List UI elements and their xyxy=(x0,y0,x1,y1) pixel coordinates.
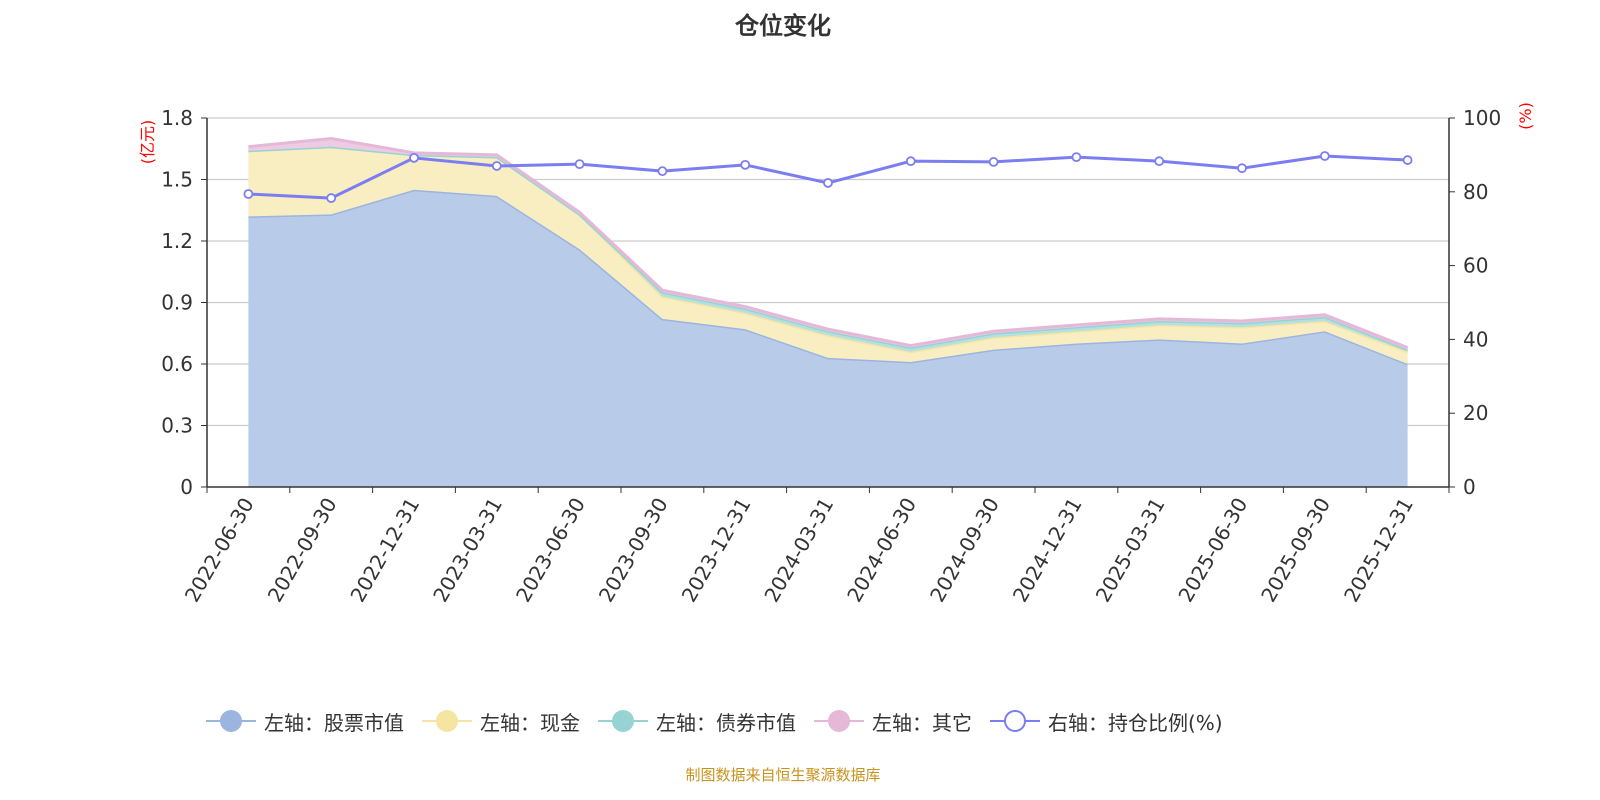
legend-label: 左轴：债券市值 xyxy=(656,710,796,735)
legend-label: 左轴：股票市值 xyxy=(264,710,404,735)
ratio-point xyxy=(905,156,916,167)
right-tick-label: 80 xyxy=(1463,180,1488,204)
x-tick-label: 2025-09-30 xyxy=(1256,494,1335,607)
right-axis-unit: (%) xyxy=(1516,102,1535,130)
legend-item[interactable]: 左轴：股票市值 xyxy=(206,706,404,736)
source-footer: 制图数据来自恒生聚源数据库 xyxy=(685,766,881,784)
right-tick-label: 100 xyxy=(1463,106,1501,130)
ratio-point xyxy=(1237,163,1247,174)
legend-item[interactable]: 左轴：其它 xyxy=(814,706,972,736)
x-tick-label: 2023-12-31 xyxy=(677,494,756,607)
right-tick-label: 0 xyxy=(1463,475,1476,499)
ratio-point xyxy=(574,159,585,170)
right-tick-label: 20 xyxy=(1463,401,1488,425)
x-tick-label: 2023-09-30 xyxy=(594,494,673,607)
ratio-point xyxy=(409,152,419,163)
x-tick-label: 2025-12-31 xyxy=(1339,494,1418,607)
legend-label: 左轴：其它 xyxy=(872,710,972,735)
legend-marker-icon xyxy=(598,706,648,736)
legend-label: 左轴：现金 xyxy=(480,710,580,735)
right-tick-label: 60 xyxy=(1463,254,1488,278)
area-0 xyxy=(248,189,1408,487)
left-tick-label: 1.2 xyxy=(161,229,193,253)
x-tick-label: 2024-03-31 xyxy=(759,494,838,607)
legend-marker-icon xyxy=(422,706,472,736)
left-tick-label: 0.6 xyxy=(161,352,193,376)
x-tick-label: 2025-03-31 xyxy=(1091,494,1170,607)
legend: 左轴：股票市值 左轴：现金 左轴：债券市值 左轴：其它 右轴：持仓比例(%) xyxy=(206,706,1241,736)
ratio-point xyxy=(491,161,502,171)
x-tick-label: 2024-12-31 xyxy=(1008,494,1087,607)
x-tick-label: 2025-06-30 xyxy=(1173,494,1252,607)
ratio-point xyxy=(740,159,751,170)
legend-item[interactable]: 右轴：持仓比例(%) xyxy=(990,706,1223,736)
x-tick-label: 2022-09-30 xyxy=(263,494,342,607)
x-tick-label: 2022-06-30 xyxy=(180,494,259,607)
area-line-3 xyxy=(248,136,1409,349)
area-1 xyxy=(248,146,1408,364)
legend-marker-icon xyxy=(814,706,864,736)
left-tick-label: 0 xyxy=(180,475,193,499)
right-tick-label: 40 xyxy=(1463,327,1488,351)
left-axis-unit: (亿元) xyxy=(138,120,157,165)
x-tick-label: 2022-12-31 xyxy=(345,494,424,607)
ratio-point xyxy=(1071,152,1082,163)
ratio-point xyxy=(657,166,668,177)
legend-marker-icon xyxy=(206,706,256,736)
ratio-point xyxy=(326,193,337,203)
ratio-point xyxy=(1402,155,1413,165)
left-tick-label: 1.8 xyxy=(161,106,193,130)
chart-title: 仓位变化 xyxy=(735,12,831,40)
ratio-point xyxy=(243,189,254,199)
ratio-point xyxy=(988,157,999,167)
left-tick-label: 0.9 xyxy=(161,291,193,315)
left-tick-label: 1.5 xyxy=(161,168,193,192)
legend-marker-icon xyxy=(990,706,1040,736)
x-tick-label: 2023-03-31 xyxy=(428,494,507,607)
legend-item[interactable]: 左轴：现金 xyxy=(422,706,580,736)
legend-item[interactable]: 左轴：债券市值 xyxy=(598,706,796,736)
ratio-point xyxy=(1319,151,1330,161)
x-tick-label: 2023-06-30 xyxy=(511,494,590,607)
legend-label: 右轴：持仓比例(%) xyxy=(1048,710,1223,735)
x-tick-label: 2024-09-30 xyxy=(925,494,1004,607)
ratio-point xyxy=(1154,156,1165,167)
left-tick-label: 0.3 xyxy=(161,414,193,438)
ratio-point xyxy=(823,178,833,188)
x-tick-label: 2024-06-30 xyxy=(842,494,921,607)
